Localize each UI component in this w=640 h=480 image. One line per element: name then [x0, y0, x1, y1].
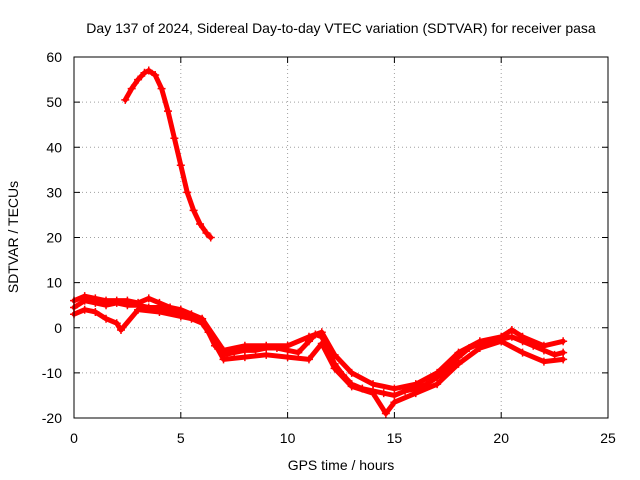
y-tick-label: 20: [46, 230, 62, 246]
x-tick-label: 20: [493, 430, 509, 446]
y-axis-label: SDTVAR / TECUs: [5, 181, 21, 293]
x-axis-label: GPS time / hours: [288, 457, 395, 473]
x-tick-label: 10: [280, 430, 296, 446]
y-tick-label: -20: [42, 410, 62, 426]
y-tick-label: 30: [46, 184, 62, 200]
x-tick-label: 0: [70, 430, 78, 446]
y-tick-label: 60: [46, 49, 62, 65]
chart-title: Day 137 of 2024, Sidereal Day-to-day VTE…: [86, 20, 596, 36]
y-tick-label: 0: [54, 320, 62, 336]
sdtvar-chart: Day 137 of 2024, Sidereal Day-to-day VTE…: [0, 0, 640, 480]
x-tick-label: 5: [177, 430, 185, 446]
x-tick-label: 25: [600, 430, 616, 446]
y-tick-label: -10: [42, 365, 62, 381]
y-tick-label: 50: [46, 94, 62, 110]
y-tick-label: 10: [46, 275, 62, 291]
chart-background: [0, 0, 640, 480]
y-tick-label: 40: [46, 139, 62, 155]
x-tick-label: 15: [387, 430, 403, 446]
